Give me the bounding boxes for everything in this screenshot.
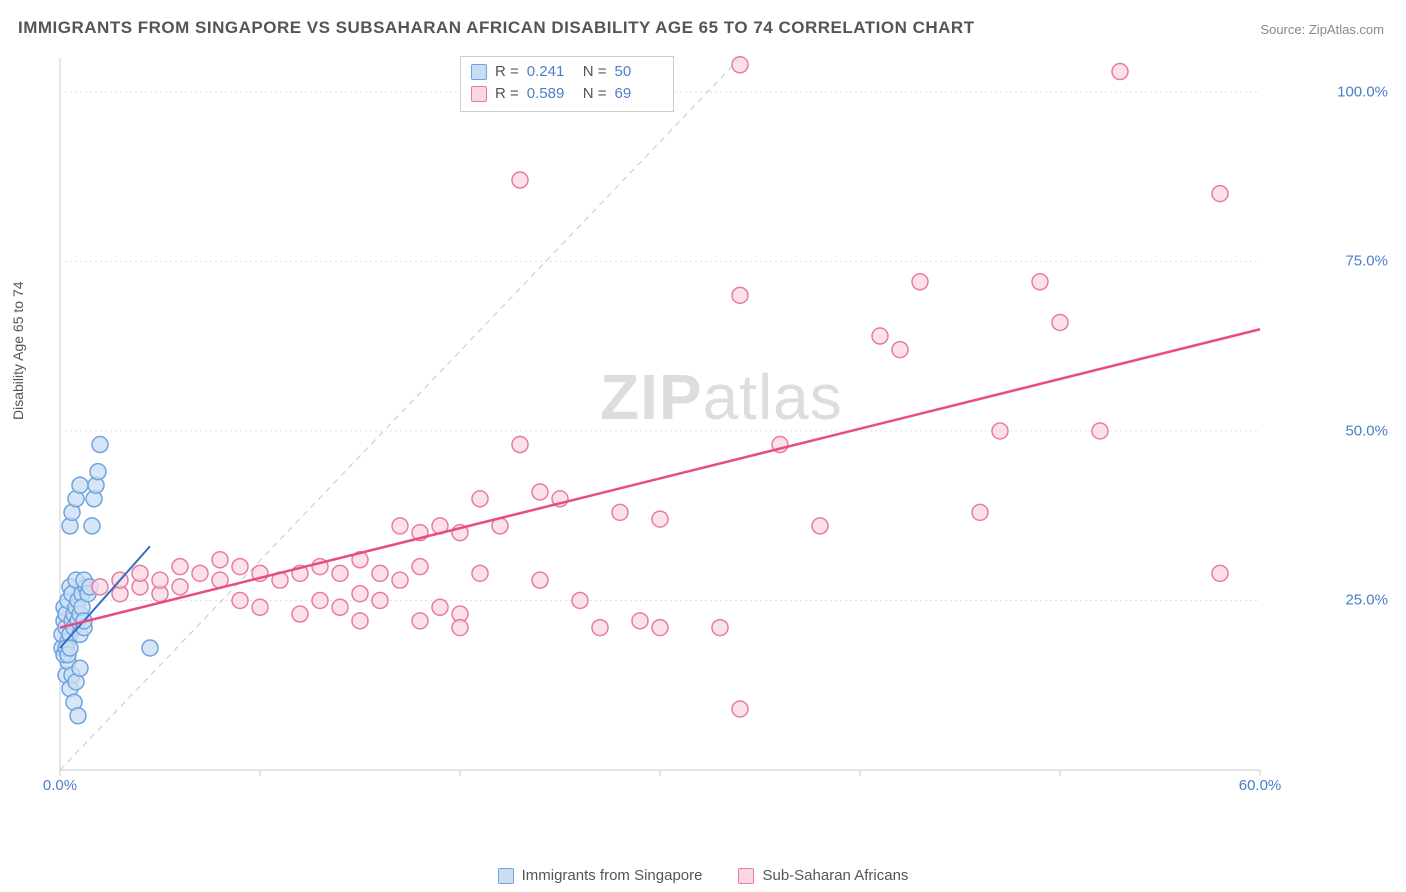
x-tick-label: 60.0% xyxy=(1239,777,1282,794)
data-point xyxy=(352,613,368,629)
stat-r-label: R = xyxy=(495,83,519,105)
data-point xyxy=(472,491,488,507)
source-link[interactable]: ZipAtlas.com xyxy=(1309,22,1384,37)
data-point xyxy=(92,579,108,595)
data-point xyxy=(392,518,408,534)
stat-n-value: 69 xyxy=(615,83,663,105)
data-point xyxy=(512,172,528,188)
trend-line xyxy=(60,329,1260,627)
data-point xyxy=(72,660,88,676)
data-point xyxy=(70,708,86,724)
data-point xyxy=(372,592,388,608)
stat-n-label: N = xyxy=(583,83,607,105)
data-point xyxy=(84,518,100,534)
stats-row: R = 0.241 N = 50 xyxy=(471,61,663,83)
data-point xyxy=(192,565,208,581)
data-point xyxy=(1212,186,1228,202)
legend-label: Immigrants from Singapore xyxy=(522,867,703,884)
data-point xyxy=(1052,314,1068,330)
data-point xyxy=(292,606,308,622)
y-tick-label: 50.0% xyxy=(1345,422,1388,439)
data-point xyxy=(892,342,908,358)
data-point xyxy=(472,565,488,581)
legend-label: Sub-Saharan Africans xyxy=(762,867,908,884)
data-point xyxy=(172,559,188,575)
stat-r-value: 0.241 xyxy=(527,61,575,83)
y-axis-label: Disability Age 65 to 74 xyxy=(10,281,26,420)
legend-swatch xyxy=(738,868,754,884)
data-point xyxy=(912,274,928,290)
data-point xyxy=(732,57,748,73)
y-tick-label: 25.0% xyxy=(1345,592,1388,609)
data-point xyxy=(572,592,588,608)
data-point xyxy=(1032,274,1048,290)
series-legend: Immigrants from Singapore Sub-Saharan Afr… xyxy=(0,867,1406,884)
data-point xyxy=(142,640,158,656)
data-point xyxy=(1092,423,1108,439)
data-point xyxy=(652,511,668,527)
y-tick-label: 75.0% xyxy=(1345,253,1388,270)
data-point xyxy=(992,423,1008,439)
data-point xyxy=(972,504,988,520)
stat-r-label: R = xyxy=(495,61,519,83)
data-point xyxy=(332,599,348,615)
data-point xyxy=(212,552,228,568)
legend-swatch xyxy=(471,86,487,102)
stats-row: R = 0.589 N = 69 xyxy=(471,83,663,105)
data-point xyxy=(72,477,88,493)
data-point xyxy=(372,565,388,581)
data-point xyxy=(332,565,348,581)
scatter-chart-svg xyxy=(50,50,1340,810)
y-tick-label: 100.0% xyxy=(1337,83,1388,100)
legend-item: Immigrants from Singapore xyxy=(498,867,703,884)
data-point xyxy=(1212,565,1228,581)
data-point xyxy=(712,620,728,636)
data-point xyxy=(452,620,468,636)
data-point xyxy=(412,559,428,575)
data-point xyxy=(652,620,668,636)
data-point xyxy=(312,592,328,608)
data-point xyxy=(732,701,748,717)
chart-area xyxy=(50,50,1340,810)
data-point xyxy=(232,559,248,575)
data-point xyxy=(172,579,188,595)
data-point xyxy=(90,464,106,480)
data-point xyxy=(532,572,548,588)
source-label: Source: xyxy=(1260,22,1305,37)
data-point xyxy=(132,565,148,581)
data-point xyxy=(592,620,608,636)
data-point xyxy=(812,518,828,534)
data-point xyxy=(732,287,748,303)
correlation-stats-box: R = 0.241 N = 50 R = 0.589 N = 69 xyxy=(460,56,674,112)
data-point xyxy=(532,484,548,500)
stat-r-value: 0.589 xyxy=(527,83,575,105)
legend-swatch xyxy=(471,64,487,80)
data-point xyxy=(632,613,648,629)
stat-n-value: 50 xyxy=(615,61,663,83)
legend-swatch xyxy=(498,868,514,884)
stat-n-label: N = xyxy=(583,61,607,83)
data-point xyxy=(392,572,408,588)
data-point xyxy=(252,599,268,615)
data-point xyxy=(612,504,628,520)
data-point xyxy=(352,586,368,602)
legend-item: Sub-Saharan Africans xyxy=(738,867,908,884)
data-point xyxy=(412,613,428,629)
data-point xyxy=(92,437,108,453)
x-tick-label: 0.0% xyxy=(43,777,77,794)
data-point xyxy=(1112,64,1128,80)
data-point xyxy=(872,328,888,344)
data-point xyxy=(432,599,448,615)
data-point xyxy=(152,572,168,588)
chart-title: IMMIGRANTS FROM SINGAPORE VS SUBSAHARAN … xyxy=(18,18,975,38)
data-point xyxy=(512,437,528,453)
source-attribution: Source: ZipAtlas.com xyxy=(1260,22,1384,37)
data-point xyxy=(232,592,248,608)
